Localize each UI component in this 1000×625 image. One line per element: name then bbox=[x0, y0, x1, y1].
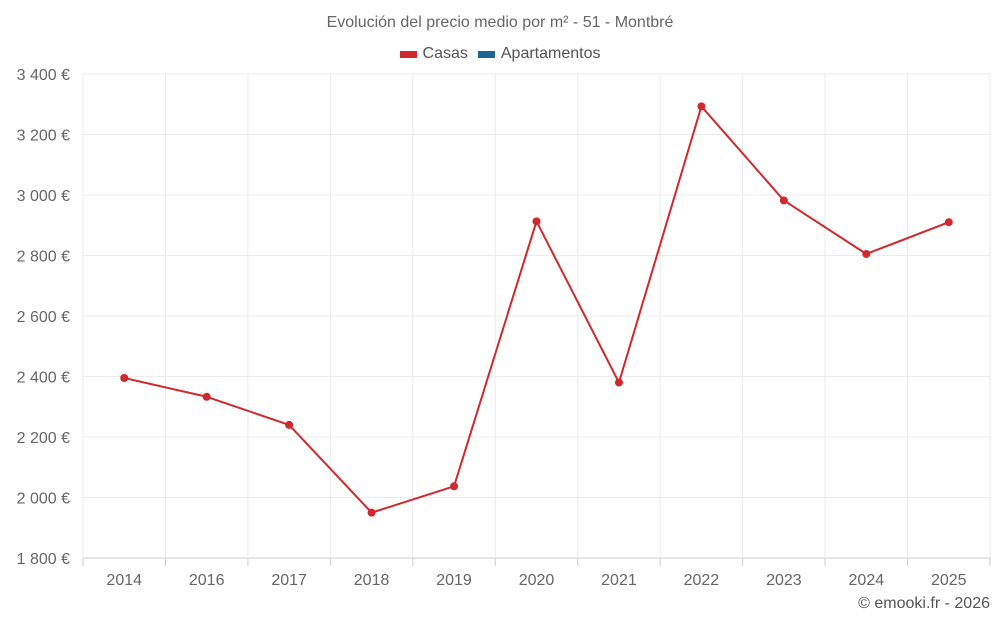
legend-item-casas[interactable]: Casas bbox=[399, 45, 468, 63]
y-tick-label: 2 400 € bbox=[17, 370, 70, 387]
y-tick-label: 3 200 € bbox=[17, 128, 70, 145]
x-tick-label: 2024 bbox=[849, 572, 885, 589]
data-point bbox=[532, 217, 541, 226]
data-point bbox=[450, 482, 459, 491]
x-tick-label: 2025 bbox=[931, 572, 967, 589]
legend-swatch-casas bbox=[399, 50, 417, 58]
legend-label-casas: Casas bbox=[422, 45, 468, 62]
data-point bbox=[202, 392, 211, 401]
x-tick-label: 2019 bbox=[436, 572, 472, 589]
x-tick-label: 2016 bbox=[189, 572, 225, 589]
y-tick-label: 3 000 € bbox=[17, 188, 70, 205]
x-tick-label: 2023 bbox=[766, 572, 802, 589]
chart-title: Evolución del precio medio por m² - 51 -… bbox=[326, 14, 674, 31]
legend-label-apartamentos: Apartamentos bbox=[500, 45, 601, 62]
legend-swatch-apartamentos bbox=[477, 50, 495, 58]
legend: Casas Apartamentos bbox=[0, 45, 1000, 63]
y-tick-label: 2 600 € bbox=[17, 309, 70, 326]
data-point bbox=[614, 378, 623, 387]
y-tick-label: 1 800 € bbox=[17, 551, 70, 568]
credit-text: © emooki.fr - 2026 bbox=[858, 595, 990, 612]
x-tick-label: 2022 bbox=[684, 572, 720, 589]
data-point bbox=[779, 196, 788, 205]
x-tick-label: 2014 bbox=[106, 572, 142, 589]
data-point bbox=[697, 102, 706, 111]
data-point bbox=[862, 249, 871, 258]
x-tick-label: 2020 bbox=[519, 572, 555, 589]
y-tick-label: 3 400 € bbox=[17, 67, 70, 84]
y-tick-label: 2 800 € bbox=[17, 249, 70, 266]
x-tick-label: 2017 bbox=[271, 572, 307, 589]
x-tick-label: 2021 bbox=[601, 572, 637, 589]
data-point bbox=[285, 420, 294, 429]
data-point bbox=[367, 508, 376, 517]
data-point bbox=[944, 218, 953, 227]
legend-item-apartamentos[interactable]: Apartamentos bbox=[477, 45, 601, 63]
data-point bbox=[120, 374, 129, 383]
y-tick-label: 2 000 € bbox=[17, 491, 70, 508]
y-tick-label: 2 200 € bbox=[17, 430, 70, 447]
x-tick-label: 2018 bbox=[354, 572, 390, 589]
